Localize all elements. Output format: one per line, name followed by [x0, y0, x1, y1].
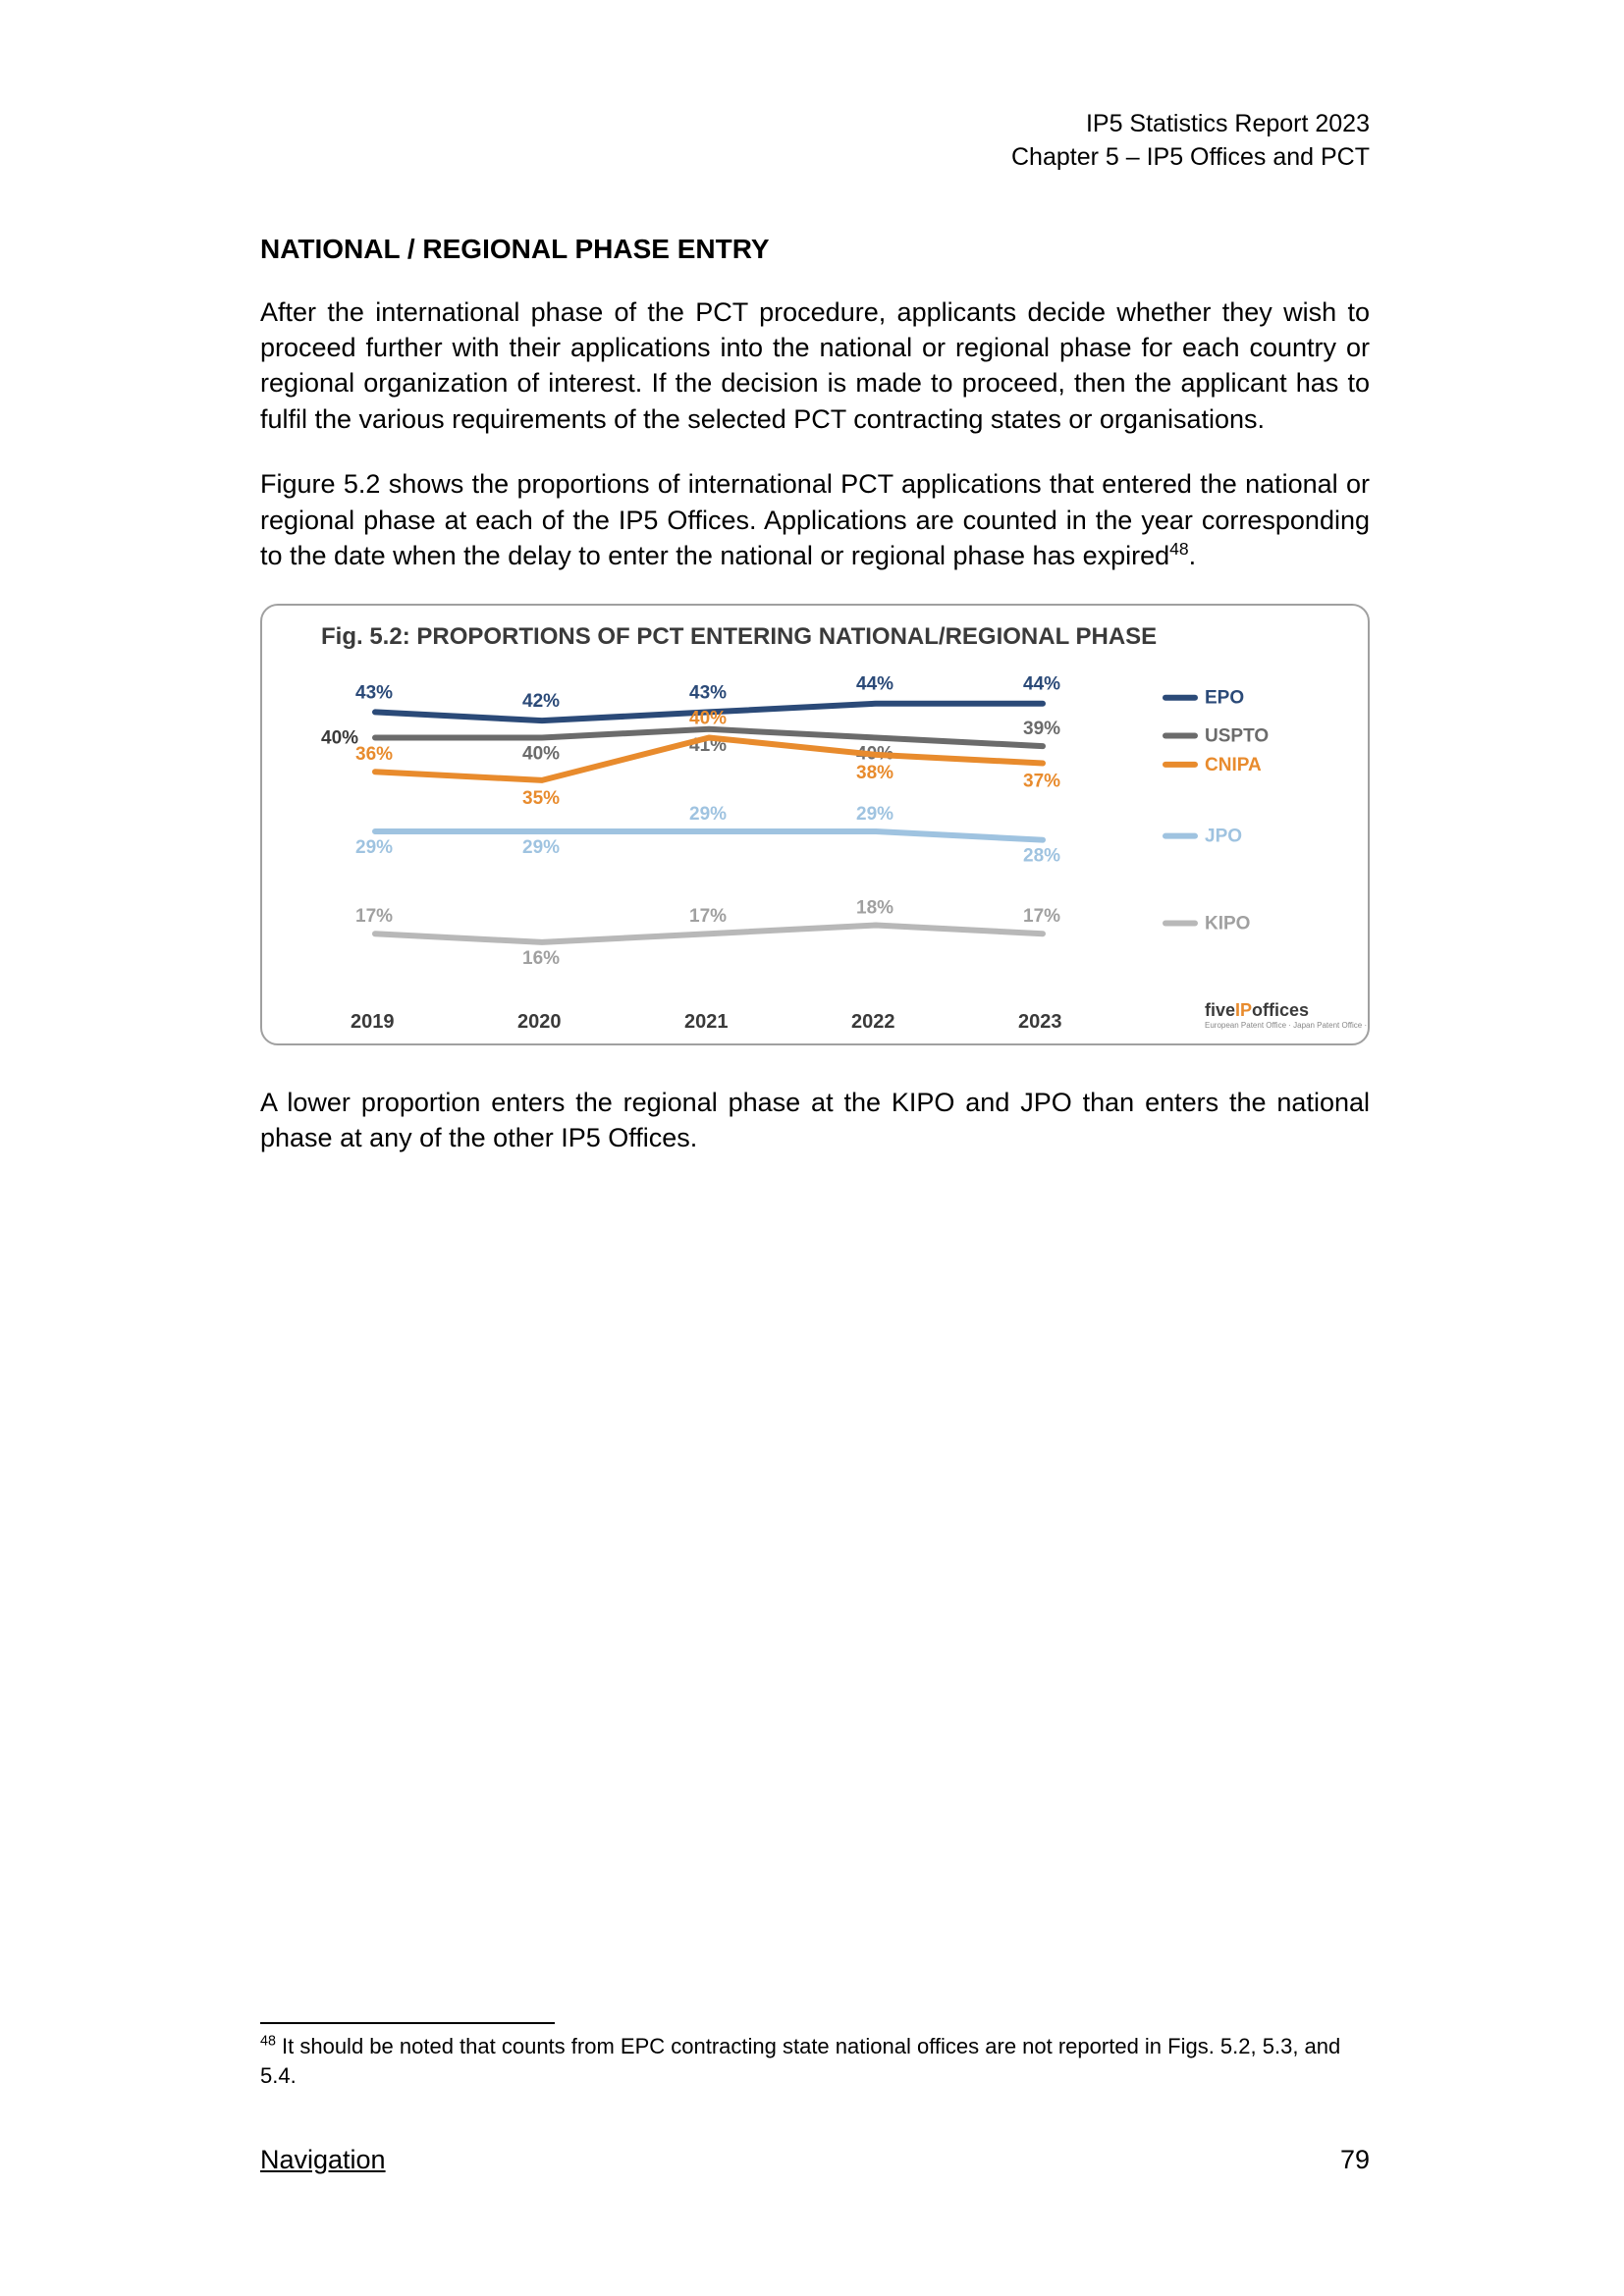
label-uspto-1: 40%	[522, 743, 560, 764]
label-epo-0: 43%	[355, 682, 393, 703]
paragraph-2-tail: .	[1189, 541, 1197, 570]
label-epo-3: 44%	[856, 673, 893, 694]
figure-5-2: Fig. 5.2: PROPORTIONS OF PCT ENTERING NA…	[260, 604, 1370, 1045]
label-jpo-1: 29%	[522, 837, 560, 858]
label-kipo-1: 16%	[522, 947, 560, 968]
legend-epo: EPO	[1205, 687, 1244, 708]
logo-fiveipoffices: fiveIPoffices	[1205, 1000, 1309, 1020]
navigation-link[interactable]: Navigation	[260, 2145, 386, 2175]
footnote-num: 48	[260, 2034, 276, 2050]
y-ref-40: 40%	[321, 727, 358, 748]
paragraph-2-text: Figure 5.2 shows the proportions of inte…	[260, 469, 1370, 570]
x-label-2022: 2022	[851, 1011, 895, 1033]
label-cnipa-1: 35%	[522, 787, 560, 808]
label-epo-2: 43%	[689, 682, 727, 703]
page-number: 79	[1340, 2145, 1370, 2175]
label-epo-1: 42%	[522, 691, 560, 712]
label-jpo-0: 29%	[355, 837, 393, 858]
paragraph-3: A lower proportion enters the regional p…	[260, 1085, 1370, 1156]
label-cnipa-0: 36%	[355, 744, 393, 765]
label-cnipa-3: 38%	[856, 762, 893, 782]
page-footer: Navigation 79	[260, 2145, 1370, 2175]
label-kipo-4: 17%	[1023, 906, 1060, 927]
chart-plot: 40%43%42%43%44%44%40%41%40%39%36%35%40%3…	[262, 606, 1370, 1045]
series-kipo	[375, 925, 1043, 941]
footnote-48: 48 It should be noted that counts from E…	[260, 2032, 1370, 2090]
section-title: NATIONAL / REGIONAL PHASE ENTRY	[260, 234, 1370, 265]
footnote-rule	[260, 2022, 555, 2024]
footnote-block: 48 It should be noted that counts from E…	[260, 2022, 1370, 2090]
x-label-2019: 2019	[351, 1011, 395, 1033]
footnote-ref-48: 48	[1169, 539, 1189, 559]
label-epo-4: 44%	[1023, 673, 1060, 694]
header-line-2: Chapter 5 – IP5 Offices and PCT	[1011, 143, 1370, 171]
page-header: IP5 Statistics Report 2023 Chapter 5 – I…	[260, 108, 1370, 175]
label-cnipa-4: 37%	[1023, 771, 1060, 791]
paragraph-1: After the international phase of the PCT…	[260, 294, 1370, 438]
label-cnipa-2: 40%	[689, 708, 727, 728]
series-jpo	[375, 831, 1043, 840]
label-uspto-4: 39%	[1023, 719, 1060, 739]
label-kipo-2: 17%	[689, 906, 727, 927]
legend-kipo: KIPO	[1205, 913, 1250, 934]
label-jpo-4: 28%	[1023, 845, 1060, 866]
header-line-1: IP5 Statistics Report 2023	[1086, 110, 1370, 137]
legend-uspto: USPTO	[1205, 725, 1269, 746]
legend-cnipa: CNIPA	[1205, 754, 1262, 774]
paragraph-2: Figure 5.2 shows the proportions of inte…	[260, 466, 1370, 573]
label-jpo-3: 29%	[856, 804, 893, 825]
x-label-2023: 2023	[1018, 1011, 1062, 1033]
label-kipo-0: 17%	[355, 906, 393, 927]
x-label-2021: 2021	[684, 1011, 729, 1033]
x-label-2020: 2020	[517, 1011, 562, 1033]
legend-jpo: JPO	[1205, 826, 1242, 846]
footnote-text: It should be noted that counts from EPC …	[260, 2034, 1340, 2088]
label-kipo-3: 18%	[856, 897, 893, 918]
label-jpo-2: 29%	[689, 804, 727, 825]
logo-subtext: European Patent Office · Japan Patent Of…	[1205, 1021, 1370, 1030]
